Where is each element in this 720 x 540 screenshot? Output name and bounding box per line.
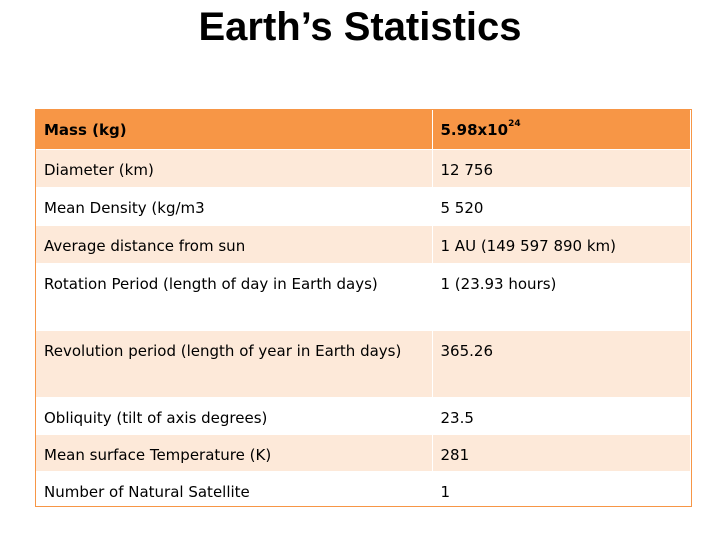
table-row: Mean surface Temperature (K) 281 bbox=[36, 434, 690, 472]
row-label: Diameter (km) bbox=[36, 149, 433, 188]
table-row: Revolution period (length of year in Ear… bbox=[36, 330, 690, 398]
row-value: 5.98x1024 bbox=[432, 110, 690, 150]
row-label: Obliquity (tilt of axis degrees) bbox=[36, 397, 433, 435]
row-value: 23.5 bbox=[432, 397, 690, 435]
row-label: Rotation Period (length of day in Earth … bbox=[36, 263, 433, 331]
row-label: Mass (kg) bbox=[36, 110, 433, 150]
row-value: 365.26 bbox=[432, 330, 690, 398]
row-label: Mean Density (kg/m3 bbox=[36, 187, 433, 226]
row-label: Average distance from sun bbox=[36, 225, 433, 264]
row-value: 1 (23.93 hours) bbox=[432, 263, 690, 331]
row-value: 281 bbox=[432, 434, 690, 472]
table-row: Average distance from sun 1 AU (149 597 … bbox=[36, 225, 690, 264]
row-value: 12 756 bbox=[432, 149, 690, 188]
table-row: Diameter (km) 12 756 bbox=[36, 149, 690, 188]
row-label: Revolution period (length of year in Ear… bbox=[36, 330, 433, 398]
table-row: Mass (kg) 5.98x1024 bbox=[36, 110, 690, 150]
table-row: Rotation Period (length of day in Earth … bbox=[36, 263, 690, 331]
table-row: Obliquity (tilt of axis degrees) 23.5 bbox=[36, 397, 690, 435]
table-row: Number of Natural Satellite 1 bbox=[36, 471, 690, 509]
row-value: 1 AU (149 597 890 km) bbox=[432, 225, 690, 264]
row-value: 5 520 bbox=[432, 187, 690, 226]
row-label: Mean surface Temperature (K) bbox=[36, 434, 433, 472]
earth-statistics-table: Mass (kg) 5.98x1024 Diameter (km) 12 756… bbox=[36, 110, 690, 509]
table-row: Mean Density (kg/m3 5 520 bbox=[36, 187, 690, 226]
page-title: Earth’s Statistics bbox=[198, 5, 522, 49]
row-label: Number of Natural Satellite bbox=[36, 471, 433, 509]
row-value: 1 bbox=[432, 471, 690, 509]
